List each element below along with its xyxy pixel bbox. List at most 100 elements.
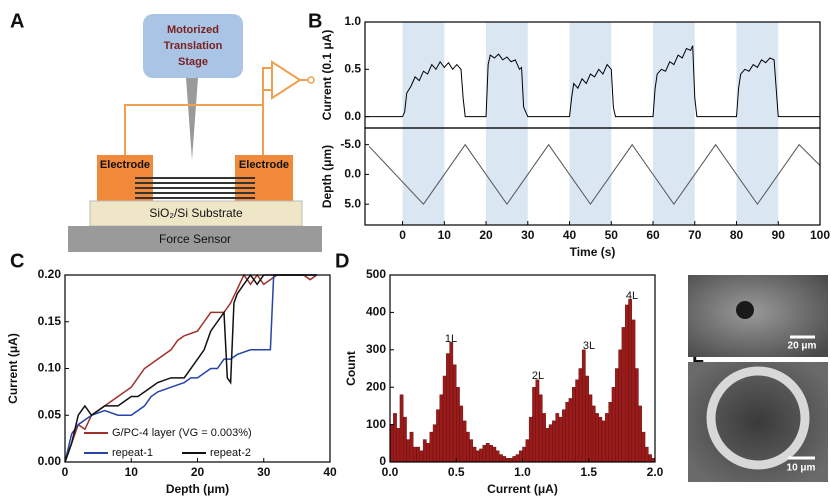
data-line [64,273,317,463]
x-tick-label: 50 [605,228,619,242]
y-axis-label: Depth (μm) [320,145,334,208]
annotation: 4L [626,290,638,302]
y-tick-label: 0.5 [344,61,361,75]
histogram-bar [615,368,619,463]
y-tick-label: 0 [379,454,386,468]
histogram-bar [548,424,553,463]
x-tick-label: 100 [810,228,830,242]
panel-label: C [10,250,24,272]
histogram-bar [624,304,629,463]
histogram-bar [515,454,520,463]
x-tick-label: 80 [730,228,744,242]
histogram-bar [571,387,576,463]
histogram-bar [644,446,649,463]
histogram-bar [525,439,530,463]
legend-label: repeat-2 [210,447,251,459]
x-tick-label: 30 [521,228,535,242]
y-tick-label: 0.20 [38,267,62,281]
histogram-bar [412,446,417,463]
panel-label: B [308,10,322,32]
electrode-label: Electrode [239,159,289,171]
y-tick-label: 500 [366,267,386,281]
histogram-bar [479,448,483,463]
histogram-bar [396,428,401,463]
histogram-bar [439,394,444,463]
scale-label: 20 μm [788,341,817,352]
stage-label: Translation [164,40,223,52]
legend-label: G/PC-4 layer (VG = 0.003%) [112,427,252,439]
plot-frame [364,127,821,226]
histogram-bar [456,387,460,463]
histogram-bar [462,420,467,463]
sensor [68,226,322,252]
electrode-label: Electrode [100,159,150,171]
diagram: Motorized Translation Stage Electrode El… [68,14,322,252]
x-axis-label: Depth (μm) [166,482,229,496]
wire [124,67,308,155]
histogram-bar [535,379,540,463]
histogram-bar [601,420,606,463]
shaded-span [569,22,612,225]
histogram-bar [429,431,434,463]
histogram-bar [459,405,464,463]
x-tick-label: 40 [563,228,577,242]
histogram-bar [608,401,613,463]
histogram-bar [393,413,397,463]
histogram-bar [416,446,421,463]
histogram-bar [558,416,563,463]
x-tick-label: 0 [399,228,406,242]
histogram-bar [449,342,454,463]
histogram-bar [585,375,589,463]
y-tick-label: 100 [366,417,386,431]
x-tick-label: 10 [438,228,452,242]
histogram-bar [532,387,536,463]
stage-box [143,14,243,78]
x-tick-label: 20 [479,228,493,242]
histogram-bar [578,368,583,463]
x-tick-label: 40 [323,465,337,479]
histogram-bar [568,398,573,463]
histogram-bar [436,409,440,463]
sem-image [688,275,828,357]
layers [135,177,255,199]
stage-label: Stage [178,56,208,68]
y-tick-label: 5.0 [344,196,361,210]
histogram-bar [482,444,487,463]
amplifier [271,60,302,100]
sem-ring [706,366,810,470]
scale-label: 10 μm [787,463,816,474]
x-tick-label: 2.0 [647,465,664,479]
x-axis-label: Time (s) [570,245,616,259]
histogram-bar [406,439,411,463]
x-tick-label: 70 [688,228,702,242]
substrate-label: SiO₂/Si Substrate [149,206,243,220]
histogram-bar [403,416,407,463]
y-axis-label: Current (μA) [6,333,20,404]
histogram-bar [631,319,636,463]
histogram-bar [469,439,474,463]
histogram-bar [472,446,477,463]
sem-hole [736,301,754,319]
histogram-bar [542,413,546,463]
histogram-bar [422,439,427,463]
panel-label: D [335,250,349,272]
annotation: 2L [532,370,544,382]
sem-images: 20 μm 10 μm [688,275,828,482]
histogram-bar [432,424,437,463]
data-line [64,274,317,463]
histogram-bar [545,428,550,463]
y-axis-label: Count [344,351,358,386]
histogram-bar [611,387,616,463]
y-tick-label: 0.05 [38,407,62,421]
histogram-bar [499,454,503,463]
histogram-bar [565,401,570,463]
histogram-bar [502,456,507,463]
x-tick-label: 0 [62,465,69,479]
x-tick-label: 10 [125,465,139,479]
y-tick-label: 0.0 [344,167,361,181]
histogram-bar [409,431,414,463]
histogram-bar [495,450,500,463]
histogram-bar [641,431,646,463]
sensor-label: Force Sensor [159,232,231,246]
